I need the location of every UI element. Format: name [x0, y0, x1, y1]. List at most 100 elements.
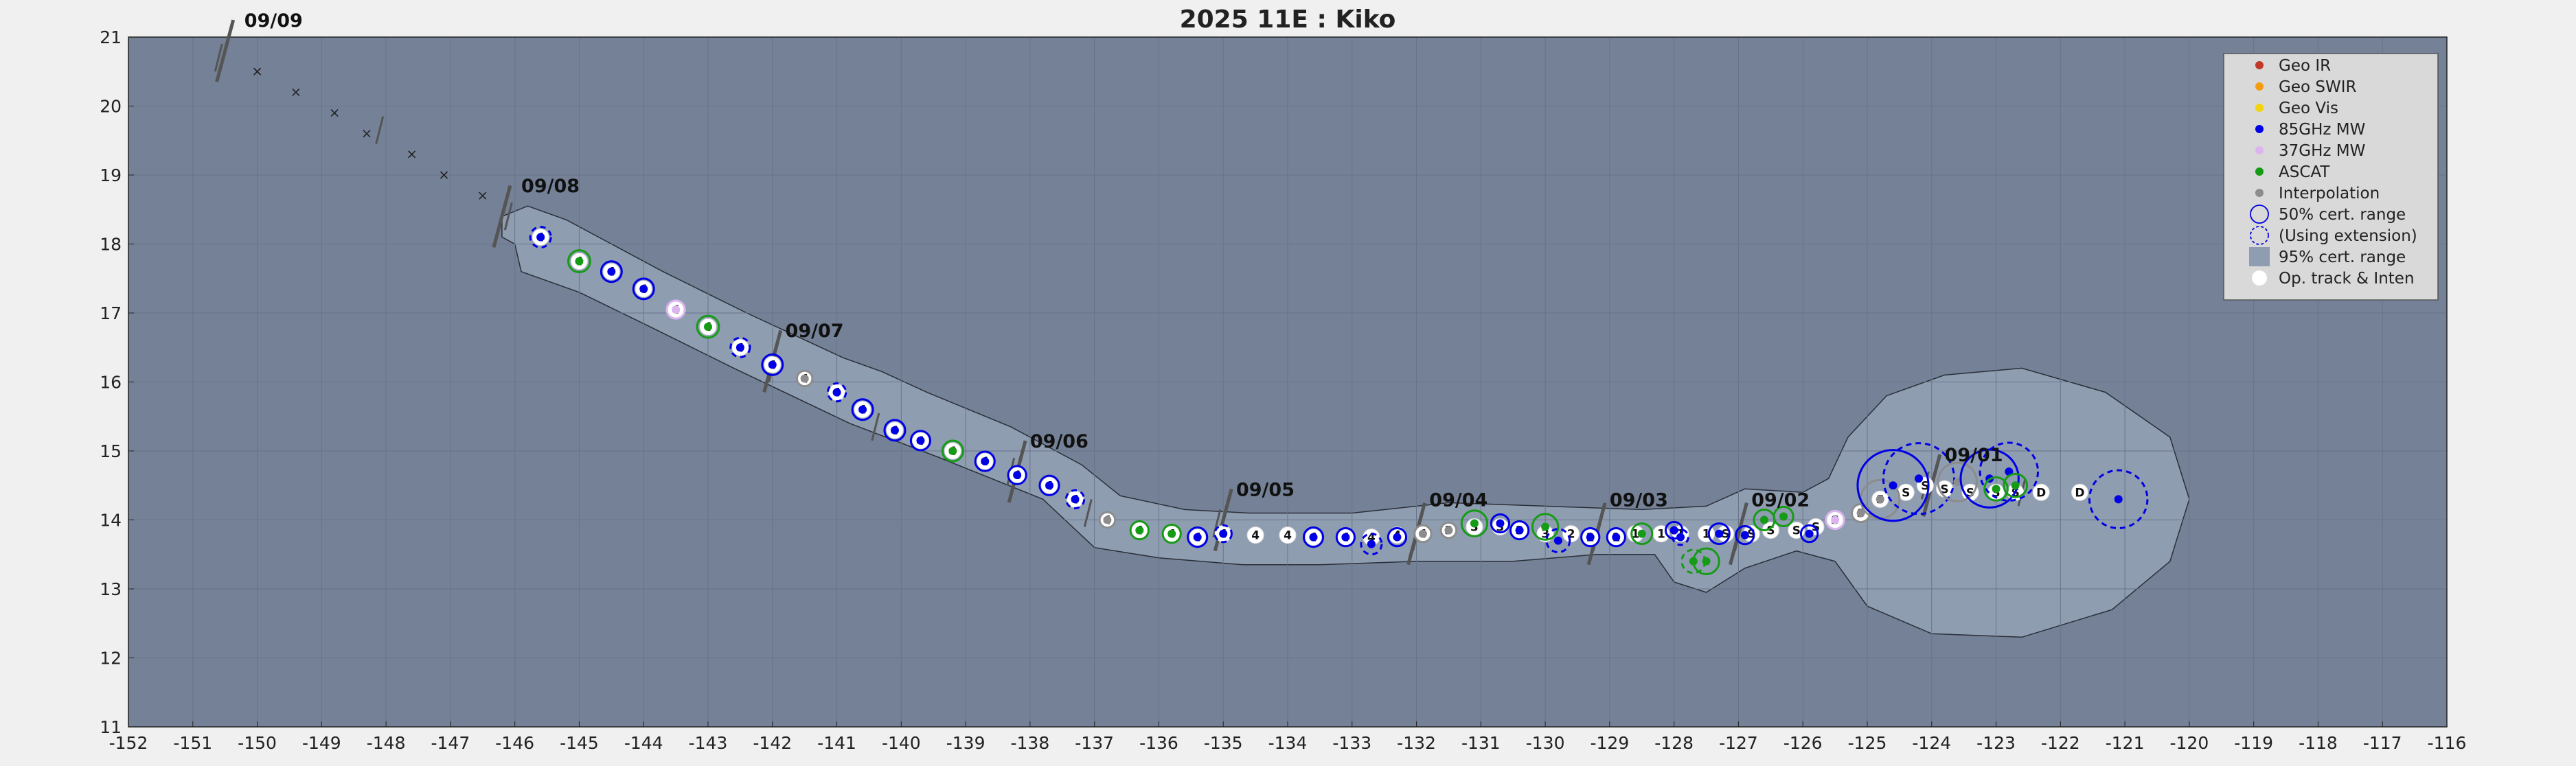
cert-range-ext-circle	[729, 336, 751, 358]
fix-dot-ascat	[1702, 557, 1711, 566]
cert-range-50-circle	[1302, 526, 1325, 548]
fix-dot-mw85	[832, 388, 841, 397]
cert-range-50-circle	[761, 353, 784, 376]
op-intensity-label: 3	[1496, 521, 1505, 535]
fix-dot-mw85	[1045, 481, 1054, 490]
fix-dot-ascat	[1470, 519, 1479, 528]
op-intensity-label: D	[2075, 486, 2084, 500]
cert-range-50-circle	[1630, 522, 1654, 546]
legend-label: ASCAT	[2279, 163, 2330, 181]
x-tick-label: -152	[109, 733, 148, 753]
y-tick-label: 16	[100, 373, 122, 393]
fix-dot-mw85	[1553, 536, 1562, 545]
fix-dot-mw85	[639, 284, 648, 293]
fix-dot-interp	[1876, 495, 1884, 504]
y-tick-label: 14	[100, 511, 122, 531]
y-tick-label: 19	[100, 165, 122, 185]
x-tick-label: -123	[1976, 733, 2016, 753]
legend-symbol-circle	[2250, 205, 2269, 224]
fix-dot-mw85	[768, 360, 777, 369]
fix-dot-mw85	[1013, 471, 1022, 480]
legend-symbol-big-dot	[2252, 270, 2267, 286]
cert-range-50-circle	[883, 419, 907, 442]
op-intensity-label: 2	[1567, 528, 1575, 542]
cert-range-ext-circle	[826, 382, 847, 403]
past-track-cross	[479, 192, 487, 200]
x-tick-label: -149	[302, 733, 341, 753]
cert-range-50-circle	[1509, 520, 1530, 541]
x-tick-label: -138	[1011, 733, 1050, 753]
fix-dot-ascat	[1689, 557, 1698, 566]
cert-range-50-circle	[1707, 522, 1731, 546]
cert-range-50-circle	[1413, 524, 1433, 544]
cert-range-50-circle	[665, 299, 686, 320]
op-intensity-label: S	[1902, 486, 1910, 500]
cert-range-50-circle	[1460, 509, 1489, 537]
date-label: 09/07	[786, 321, 844, 342]
x-tick-label: -120	[2170, 733, 2209, 753]
cert-range-ext-circle	[1882, 442, 1956, 515]
fix-dot-mw85	[1676, 533, 1685, 542]
op-intensity-label: 1	[1631, 528, 1639, 542]
op-track-point	[1246, 526, 1264, 544]
legend-label: 95% cert. range	[2279, 248, 2406, 266]
y-tick-label: 15	[100, 441, 122, 461]
track-tick-mark	[503, 202, 513, 231]
fix-dot-ascat	[575, 257, 584, 266]
x-tick-label: -125	[1848, 733, 1887, 753]
cert-range-50-circle	[1799, 524, 1819, 544]
op-intensity-label: 4	[1284, 529, 1292, 543]
fix-dot-mw85	[916, 436, 925, 445]
cert-range-50-circle	[1161, 523, 1182, 544]
cert-range-50-circle	[851, 398, 874, 421]
date-label: 09/08	[521, 176, 580, 197]
fix-dot-mw85	[607, 267, 616, 276]
date-label: 09/03	[1610, 489, 1668, 511]
op-track-point	[1562, 525, 1580, 543]
fix-dot-mw85	[1219, 529, 1228, 538]
cert-range-50-circle	[1129, 520, 1150, 541]
x-tick-label: -126	[1783, 733, 1823, 753]
legend-label: Geo Vis	[2279, 100, 2338, 117]
fix-dot-interp	[1103, 515, 1112, 524]
x-tick-label: -121	[2106, 733, 2145, 753]
fix-dot-mw85	[1341, 533, 1350, 542]
cert-range-ext-circle	[1979, 441, 2040, 502]
legend-label: 50% cert. range	[2279, 206, 2406, 224]
op-track-point	[2071, 483, 2088, 501]
fix-dot-ascat	[1992, 485, 2001, 494]
x-tick-label: -145	[560, 733, 599, 753]
x-tick-label: -143	[689, 733, 728, 753]
x-tick-label: -146	[495, 733, 534, 753]
track-tick-mark	[375, 116, 385, 145]
x-tick-label: -144	[624, 733, 663, 753]
fix-dot-interp	[1444, 526, 1453, 535]
x-tick-label: -132	[1397, 733, 1436, 753]
x-tick-label: -130	[1526, 733, 1565, 753]
op-intensity-label: D	[2036, 486, 2046, 500]
cert-range-50-circle	[941, 439, 964, 463]
legend-symbol-square	[2249, 247, 2270, 266]
cert-range-50-circle	[1735, 524, 1755, 546]
past-track-cross	[330, 108, 339, 117]
cert-range-50-circle	[1387, 526, 1408, 548]
x-tick-label: -136	[1139, 733, 1178, 753]
x-tick-label: -135	[1204, 733, 1243, 753]
cert-range-50-circle	[909, 430, 932, 452]
fix-dot-mw85	[1612, 533, 1621, 542]
legend-label: (Using extension)	[2279, 227, 2417, 245]
date-marker-bar	[492, 185, 512, 248]
date-label: 09/02	[1751, 489, 1810, 511]
fix-dot-mw85	[981, 457, 990, 466]
legend-label: Geo IR	[2279, 57, 2331, 75]
fix-dot-ascat	[1135, 526, 1144, 535]
x-tick-label: -119	[2234, 733, 2273, 753]
y-tick-label: 11	[100, 717, 122, 737]
legend-symbol-dot	[2255, 146, 2264, 154]
legend-symbol-dot	[2255, 125, 2264, 133]
cert-range-ext-circle	[2088, 469, 2149, 530]
op-intensity-label: 3	[1541, 528, 1549, 542]
cert-range-50-circle	[1773, 505, 1794, 528]
date-marker-bar	[1213, 488, 1233, 552]
